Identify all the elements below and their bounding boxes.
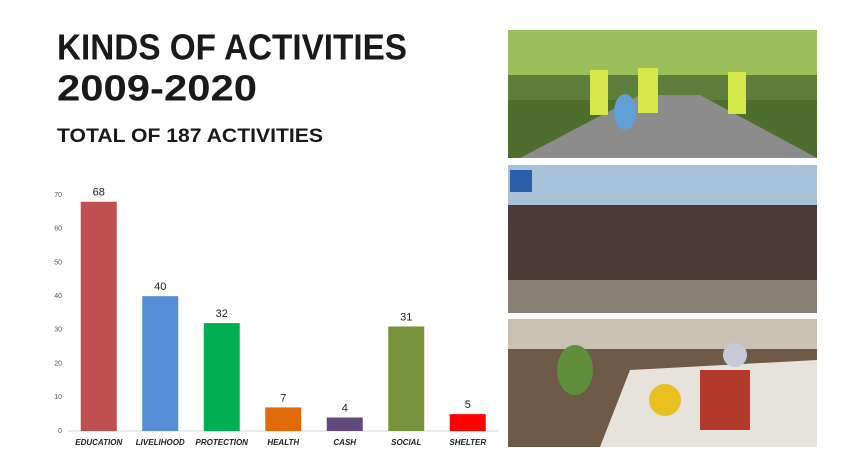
bar [203, 323, 240, 431]
bar [265, 407, 302, 431]
x-tick-label: LIVELIHOOD [136, 438, 185, 447]
y-tick-label: 70 [54, 192, 62, 199]
x-tick-label: PROTECTION [196, 438, 249, 447]
x-tick-label: CASH [333, 438, 356, 447]
y-tick-label: 20 [54, 360, 62, 367]
value-label: 5 [465, 399, 471, 411]
x-tick-label: EDUCATION [75, 438, 122, 447]
photo [508, 319, 817, 447]
value-label: 32 [216, 308, 228, 320]
chart-title: 2009-2020 [57, 68, 257, 109]
bar [388, 326, 425, 431]
value-label: 4 [342, 402, 348, 414]
bar [142, 296, 179, 431]
y-tick-label: 10 [54, 394, 62, 401]
value-label: 68 [93, 187, 105, 199]
bar [326, 417, 363, 431]
y-tick-label: 40 [54, 293, 62, 300]
value-label: 7 [280, 392, 286, 404]
y-tick-label: 50 [54, 259, 62, 266]
chart-subtitle: TOTAL OF 187 ACTIVITIES [57, 126, 323, 147]
bar [80, 201, 117, 431]
x-tick-label: SOCIAL [391, 438, 421, 447]
bar [449, 414, 486, 431]
y-tick-label: 0 [58, 428, 62, 435]
x-tick-label: HEALTH [267, 438, 299, 447]
photo [508, 165, 817, 313]
y-tick-label: 60 [54, 226, 62, 233]
value-label: 31 [400, 311, 412, 323]
x-tick-label: SHELTER [449, 438, 486, 447]
y-tick-label: 30 [54, 327, 62, 334]
photo [508, 30, 817, 158]
chart-title: KINDS OF ACTIVITIES [57, 27, 407, 68]
value-label: 40 [154, 281, 166, 293]
